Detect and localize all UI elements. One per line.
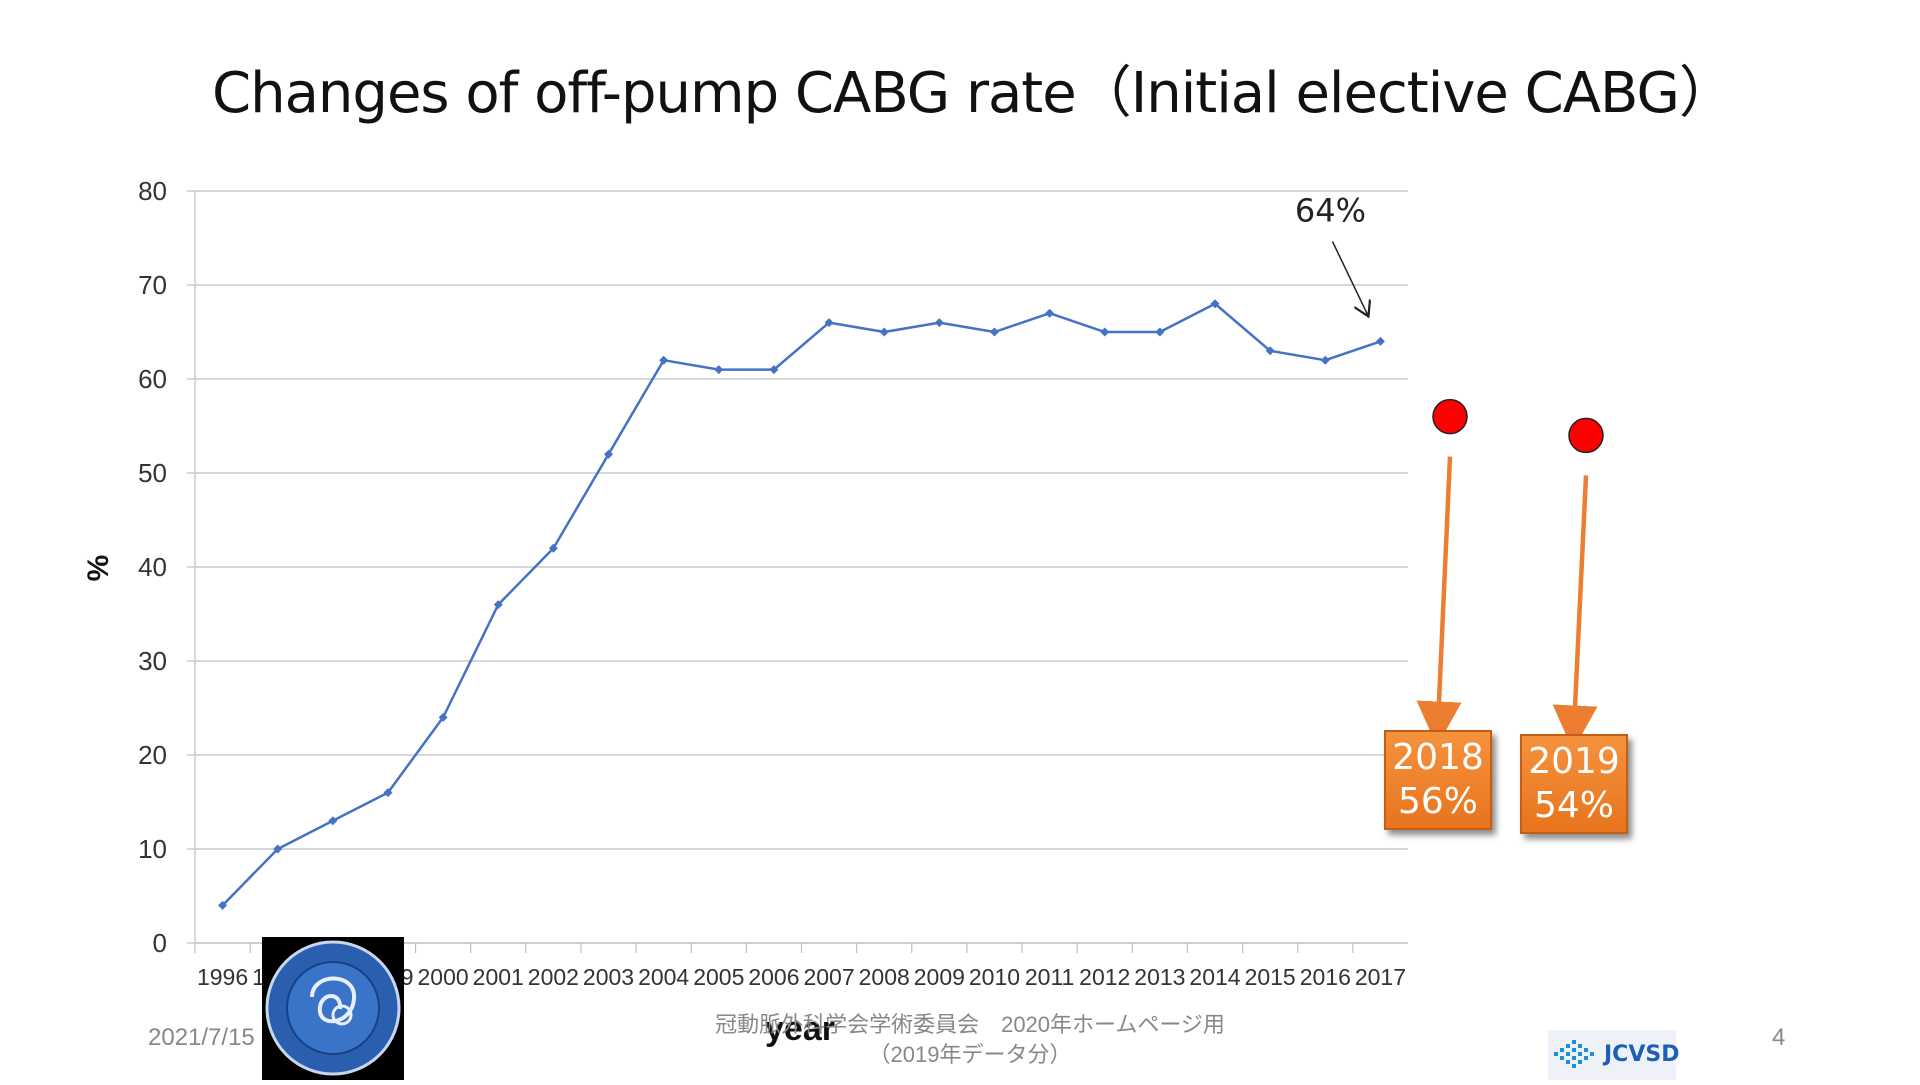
association-badge-logo <box>262 937 404 1080</box>
jcvsd-logo: JCVSD <box>1548 1030 1680 1080</box>
y-tick-label: 60 <box>138 364 167 394</box>
data-point <box>1375 336 1385 346</box>
data-point <box>273 844 283 854</box>
extra-points-layer <box>1416 398 1604 751</box>
data-point <box>1045 308 1055 318</box>
data-point <box>1155 327 1165 337</box>
data-point <box>218 900 228 910</box>
callout-2018: 2018 56% <box>1384 730 1492 830</box>
annotation-layer: 64% <box>1295 191 1369 316</box>
callout-2018-value: 56% <box>1397 781 1478 822</box>
x-tick-label: 2016 <box>1300 964 1351 990</box>
x-axis-label: year <box>765 1010 835 1048</box>
y-tick-label: 40 <box>138 552 167 582</box>
x-tick-label: 2007 <box>803 964 854 990</box>
data-point <box>438 712 448 722</box>
x-tick-label: 2004 <box>638 964 689 990</box>
data-point <box>824 318 834 328</box>
series-line <box>221 302 1381 907</box>
page-number: 4 <box>1772 1024 1786 1051</box>
y-tick-label: 80 <box>138 176 167 206</box>
data-point <box>1210 299 1220 309</box>
series-layer <box>218 299 1385 910</box>
extra-arrow-2018 <box>1416 456 1462 747</box>
x-tick-label: 2015 <box>1245 964 1296 990</box>
data-point <box>493 600 503 610</box>
data-point <box>328 816 338 826</box>
x-tick-label: 2017 <box>1355 964 1406 990</box>
y-tick-labels: 0 10 20 30 40 50 60 70 80 <box>138 176 167 958</box>
data-point <box>879 327 889 337</box>
y-tick-label: 0 <box>153 928 167 958</box>
callout-2018-year: 2018 <box>1392 737 1484 778</box>
x-tick-label: 2000 <box>418 964 469 990</box>
callout-2019-value: 54% <box>1533 785 1614 826</box>
data-point <box>989 327 999 337</box>
data-point <box>714 365 724 375</box>
footer-line-2: （2019年データ分） <box>868 1042 1072 1067</box>
x-tick-label: 2013 <box>1134 964 1185 990</box>
x-tick-label: 2003 <box>583 964 634 990</box>
data-point <box>548 543 558 553</box>
slide-footer: 冠動脈外科学会学術委員会 2020年ホームページ用 （2019年データ分） <box>690 1010 1250 1070</box>
x-tick-label: 2002 <box>528 964 579 990</box>
x-tick-label: 1996 <box>197 964 248 990</box>
y-tick-label: 10 <box>138 834 167 864</box>
x-tick-label: 2010 <box>969 964 1020 990</box>
footer-line-1: 冠動脈外科学会学術委員会 2020年ホームページ用 <box>715 1012 1225 1037</box>
data-point <box>604 449 614 459</box>
y-tick-label: 30 <box>138 646 167 676</box>
x-tick-label: 2014 <box>1189 964 1240 990</box>
y-tick-label: 70 <box>138 270 167 300</box>
slide-title: Changes of off-pump CABG rate（Initial el… <box>212 61 1735 126</box>
x-tick-labels: 1996199719981999200020012002200320042005… <box>194 943 1406 990</box>
extra-arrow-2019 <box>1552 475 1598 751</box>
data-point <box>659 355 669 365</box>
data-point <box>1100 327 1110 337</box>
annotation-label: 64% <box>1295 191 1366 229</box>
x-tick-label: 2008 <box>859 964 910 990</box>
x-tick-label: 2001 <box>473 964 524 990</box>
x-tick-label: 2006 <box>748 964 799 990</box>
x-tick-label: 2012 <box>1079 964 1130 990</box>
data-point <box>1265 346 1275 356</box>
callout-2019-year: 2019 <box>1528 741 1620 782</box>
data-point <box>769 365 779 375</box>
jcvsd-dots-icon <box>1554 1040 1594 1068</box>
data-point <box>383 788 393 798</box>
data-point <box>1320 355 1330 365</box>
x-tick-label: 2005 <box>693 964 744 990</box>
extra-point-2018 <box>1432 398 1468 435</box>
y-axis-label: % <box>82 555 115 582</box>
association-badge-icon <box>265 940 401 1076</box>
x-tick-label: 2009 <box>914 964 965 990</box>
annotation-arrow <box>1331 241 1368 316</box>
x-tick-label: 2011 <box>1025 964 1074 990</box>
jcvsd-logo-text: JCVSD <box>1604 1042 1680 1067</box>
data-point <box>934 318 944 328</box>
gridlines <box>187 190 1408 944</box>
callout-2019: 2019 54% <box>1520 734 1628 834</box>
y-tick-label: 50 <box>138 458 167 488</box>
y-tick-label: 20 <box>138 740 167 770</box>
extra-point-2019 <box>1568 417 1604 454</box>
slide-date: 2021/7/15 <box>148 1024 255 1051</box>
